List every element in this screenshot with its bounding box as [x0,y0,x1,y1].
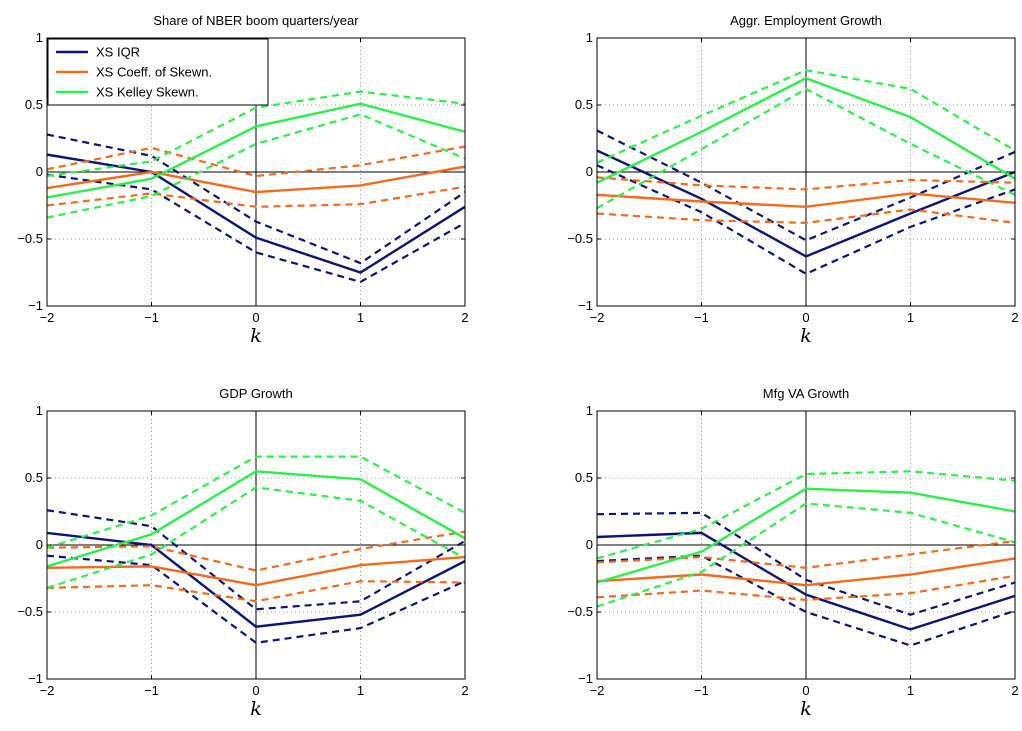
series-kelley-upper-band [597,69,1015,164]
y-tick-label: 0.5 [25,97,43,112]
series-skew-upper-band [597,539,1015,569]
x-tick-label: 0 [802,310,809,325]
x-tick-label: 0 [802,683,809,698]
x-tick-label: 0 [252,310,259,325]
x-tick-label: −2 [40,683,55,698]
chart-title: GDP Growth [219,386,292,401]
series-iqr-upper-band [597,511,1015,616]
y-tick-label: −0.5 [567,604,593,619]
series-iqr-upper-band [597,129,1015,242]
series-iqr-line [597,149,1015,258]
series-kelley-upper-band [47,455,465,549]
chart-title: Share of NBER boom quarters/year [153,13,359,28]
legend-label: XS IQR [96,45,140,60]
series-group [597,69,1015,276]
series-group [47,455,465,644]
series-group [47,90,465,284]
legend-label: XS Coeff. of Skewn. [96,65,212,80]
series-kelley-lower-band [597,87,1015,210]
chart-title: Aggr. Employment Growth [730,13,882,28]
y-tick-label: 1 [586,30,593,45]
y-tick-label: −1 [28,671,43,686]
series-skew-lower-band [47,185,465,208]
y-tick-label: 1 [36,403,43,418]
series-kelley-line [47,102,465,199]
y-tick-label: 0.5 [575,470,593,485]
x-tick-label: 1 [907,683,914,698]
x-axis-label: k [250,325,262,347]
y-tick-label: 0 [586,537,593,552]
chart-title: Mfg VA Growth [763,386,849,401]
y-tick-label: −1 [578,671,593,686]
x-tick-label: 1 [357,310,364,325]
y-tick-label: 0 [36,537,43,552]
y-tick-label: 1 [586,403,593,418]
series-kelley-lower-band [597,502,1015,608]
x-tick-label: −2 [590,310,605,325]
y-tick-label: −0.5 [17,604,43,619]
y-tick-label: 0.5 [25,470,43,485]
y-tick-label: −0.5 [567,231,593,246]
x-axis-label: k [800,698,812,720]
y-tick-label: 0.5 [575,97,593,112]
y-tick-label: −1 [578,298,593,313]
series-group [597,470,1015,647]
series-iqr-line [597,531,1015,631]
x-tick-label: 1 [357,683,364,698]
y-tick-label: 1 [36,30,43,45]
series-kelley-line [47,470,465,568]
series-kelley-upper-band [597,470,1015,560]
x-tick-label: 2 [1011,310,1018,325]
x-tick-label: −1 [694,310,709,325]
legend-label: XS Kelley Skewn. [96,85,199,100]
x-tick-label: 0 [252,683,259,698]
x-tick-label: −1 [694,683,709,698]
x-tick-label: −1 [144,683,159,698]
series-skew-lower-band [597,208,1015,225]
series-skew-line [47,165,465,194]
y-tick-label: −1 [28,298,43,313]
x-tick-label: 2 [461,683,468,698]
series-skew-lower-band [597,574,1015,602]
x-tick-label: 2 [1011,683,1018,698]
x-tick-label: 2 [461,310,468,325]
series-kelley-upper-band [47,90,465,178]
series-skew-line [597,192,1015,209]
series-iqr-lower-band [47,554,465,644]
y-tick-label: −0.5 [17,231,43,246]
series-iqr-line [47,153,465,274]
x-tick-label: −1 [144,310,159,325]
series-kelley-line [597,76,1015,184]
x-tick-label: 1 [907,310,914,325]
x-axis-label: k [250,698,262,720]
x-tick-label: −2 [40,310,55,325]
series-iqr-lower-band [47,173,465,284]
y-tick-label: 0 [586,164,593,179]
x-tick-label: −2 [590,683,605,698]
y-tick-label: 0 [36,164,43,179]
series-skew-lower-band [47,580,465,603]
series-iqr-line [47,531,465,628]
x-axis-label: k [800,325,812,347]
series-skew-upper-band [47,530,465,572]
legend: XS IQR XS Coeff. of Skewn. XS Kelley Skewn… [47,38,269,106]
series-skew-upper-band [597,176,1015,191]
series-kelley-lower-band [47,486,465,589]
series-skew-line [47,555,465,587]
series-kelley-line [597,487,1015,584]
series-iqr-upper-band [47,133,465,265]
series-skew-line [597,557,1015,587]
